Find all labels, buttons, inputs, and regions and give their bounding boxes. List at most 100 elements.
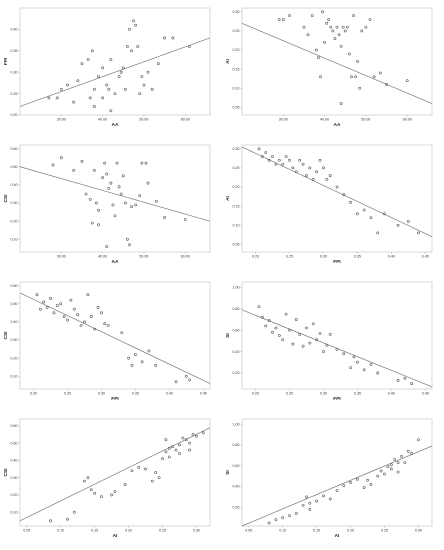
data-point [103, 322, 107, 326]
data-point [76, 79, 80, 83]
data-point [301, 503, 305, 507]
y-tick-label: 0.05 [233, 106, 240, 110]
data-point [80, 159, 84, 163]
x-tick-label: 50.00 [139, 118, 148, 122]
data-point [410, 451, 414, 455]
data-point [136, 45, 140, 48]
data-point [154, 471, 158, 474]
data-point [328, 333, 332, 336]
data-point [378, 71, 382, 75]
data-point [42, 300, 46, 304]
data-point [123, 201, 127, 205]
data-point [386, 465, 390, 469]
data-point [66, 83, 69, 87]
data-point [356, 60, 360, 63]
y-axis-label: CSI [3, 468, 9, 477]
data-point [393, 458, 397, 461]
x-tick-label: 60.00 [181, 118, 190, 122]
data-point [174, 448, 178, 452]
data-point [277, 334, 281, 337]
x-axis-label: FPI [333, 396, 341, 402]
data-point [72, 307, 76, 311]
data-point [396, 379, 400, 382]
data-point [369, 483, 373, 486]
data-point [339, 44, 343, 48]
data-point [105, 83, 109, 87]
scatter-svg: 30.00 40.00 50.00 60.00 0.05 0.10 0.15 0.20 0.25… [225, 7, 433, 128]
scatter-plot: 30.00 40.00 50.00 60.00 0.05 0.10 0.15 0.20 0.25… [222, 0, 444, 137]
data-point [113, 490, 117, 493]
data-point [322, 494, 325, 498]
data-point [311, 322, 315, 326]
data-point [109, 181, 113, 185]
data-point [257, 147, 261, 151]
y-axis-label: SI [225, 470, 231, 475]
data-point [161, 457, 164, 461]
data-point [84, 192, 88, 196]
x-tick-label: 0.35 [354, 255, 361, 259]
data-point [72, 510, 76, 514]
x-tick-label: 0.20 [252, 392, 259, 396]
data-point [88, 96, 92, 100]
data-point [138, 194, 142, 198]
data-point [90, 221, 94, 225]
data-point [133, 353, 137, 356]
data-point [174, 380, 178, 384]
data-point [130, 205, 133, 209]
data-point [55, 96, 59, 100]
data-point [385, 83, 388, 86]
data-point [107, 87, 111, 91]
data-point [271, 330, 274, 334]
x-axis-label: AA [112, 259, 119, 265]
x-tick-label: 0.35 [354, 392, 361, 396]
x-tick-label: 50.00 [139, 255, 148, 259]
data-point [188, 441, 192, 445]
y-tick-label: 0.20 [233, 185, 240, 189]
data-point [83, 479, 86, 483]
y-tick-label: 0.60 [11, 284, 18, 288]
data-point [142, 83, 146, 87]
data-point [294, 170, 298, 174]
plot-area [19, 7, 211, 116]
data-point [96, 305, 100, 309]
data-point [92, 87, 96, 91]
data-point [294, 318, 298, 321]
data-point [59, 87, 63, 91]
data-point [111, 203, 115, 207]
y-tick-label: 0.30 [233, 10, 240, 14]
y-tick-label: 0.20 [233, 48, 240, 52]
x-tick-label: 0.30 [98, 392, 105, 396]
x-tick-label: 0.45 [422, 392, 429, 396]
data-point [396, 223, 400, 227]
scatter-plot: 0.20 0.25 0.30 0.35 0.40 0.45 0.05 0.10 0.15 0.20… [222, 137, 444, 274]
data-point [188, 378, 192, 382]
data-point [305, 326, 308, 330]
data-point [137, 465, 141, 469]
data-point [113, 92, 117, 96]
data-point [281, 18, 285, 21]
data-point [120, 331, 124, 335]
data-point [89, 315, 93, 318]
x-tick-label: 0.10 [279, 529, 286, 533]
data-point [257, 305, 261, 309]
x-tick-label: 0.45 [422, 255, 429, 259]
data-point [88, 198, 92, 201]
data-point [315, 338, 319, 342]
fit-line [19, 427, 211, 522]
data-point [358, 86, 362, 90]
data-point [101, 66, 105, 70]
data-point [195, 434, 198, 438]
data-point [360, 29, 364, 33]
data-point [311, 177, 315, 181]
x-tick-label: 0.40 [388, 392, 395, 396]
data-point [355, 360, 359, 364]
y-tick-label: 0.80 [233, 443, 240, 447]
x-tick-label: 0.20 [252, 255, 259, 259]
data-point [355, 212, 359, 216]
data-point [164, 450, 168, 454]
data-point [308, 507, 312, 511]
data-point [310, 14, 314, 18]
x-tick-label: 0.30 [320, 255, 327, 259]
data-point [128, 27, 131, 31]
y-tick-label: 0.40 [11, 320, 18, 324]
